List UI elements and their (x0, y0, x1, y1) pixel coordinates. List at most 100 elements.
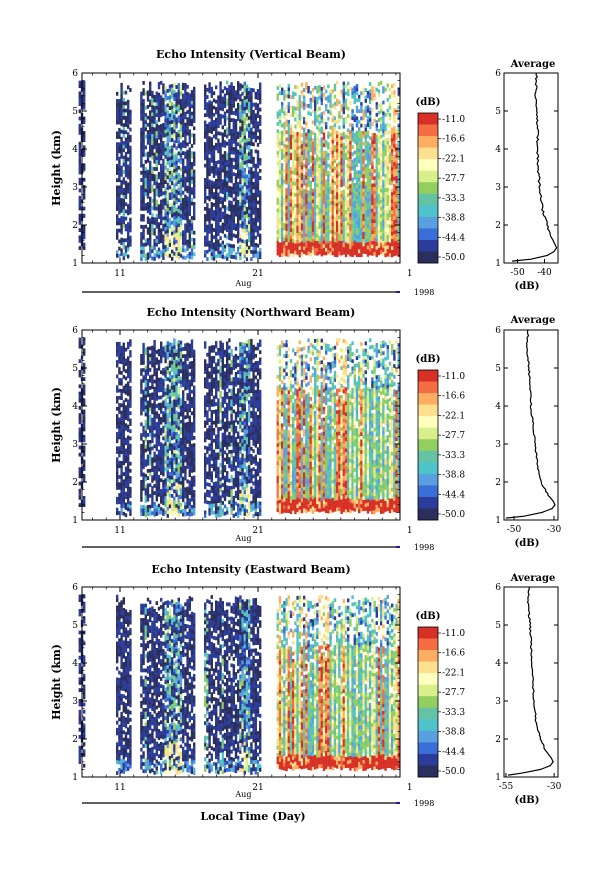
heatmap-cell (320, 249, 323, 253)
heatmap-cell (171, 195, 174, 200)
heatmap-cell (226, 102, 229, 106)
heatmap-cell (122, 443, 125, 448)
heatmap-cell (153, 134, 156, 139)
heatmap-cell (388, 242, 392, 247)
heatmap-cell (144, 206, 147, 211)
heatmap-cell (116, 171, 119, 175)
heatmap-cell (226, 195, 229, 200)
heatmap-cell (243, 204, 246, 208)
heatmap-cell (124, 90, 128, 95)
heatmap-cell (116, 189, 119, 193)
heatmap-cell (215, 189, 218, 194)
heatmap-cell (296, 243, 299, 248)
heatmap-cell (393, 90, 396, 95)
heatmap-cell (193, 97, 196, 102)
heatmap-cell (283, 197, 286, 202)
heatmap-cell (248, 227, 251, 232)
heatmap-cell (140, 192, 143, 197)
heatmap-cell (331, 165, 334, 169)
heatmap-cell (303, 145, 306, 150)
heatmap-cell (177, 90, 180, 95)
heatmap-cell (340, 226, 343, 231)
heatmap-cell (360, 116, 363, 121)
heatmap-cell (338, 143, 341, 148)
heatmap-cell (146, 122, 150, 127)
heatmap-cell (124, 448, 128, 453)
heatmap-cell (314, 168, 317, 173)
heatmap-cell (336, 102, 339, 106)
heatmap-cell (287, 145, 290, 149)
heatmap-cell (127, 132, 130, 136)
heatmap-cell (179, 124, 183, 129)
heatmap-cell (153, 105, 156, 110)
heatmap-cell (124, 223, 128, 228)
heatmap-cell (362, 206, 365, 211)
heatmap-cell (252, 182, 255, 186)
heatmap-cell (358, 98, 361, 103)
heatmap-cell (175, 254, 178, 259)
heatmap-cell (287, 163, 290, 167)
heatmap-cell (241, 106, 244, 110)
heatmap-cell (206, 145, 209, 150)
heatmap-cell (320, 202, 323, 206)
heatmap-cell (250, 192, 253, 197)
heatmap-cell (364, 167, 367, 172)
heatmap-cell (344, 167, 348, 171)
heatmap-cell (226, 228, 229, 232)
heatmap-cell (364, 214, 367, 218)
heatmap-cell (259, 255, 262, 260)
heatmap-cell (336, 246, 339, 250)
heatmap-cell (232, 211, 235, 216)
heatmap-cell (250, 88, 253, 92)
heatmap-cell (252, 243, 255, 247)
heatmap-cell (371, 140, 374, 145)
heatmap-cell (168, 192, 172, 197)
heatmap-cell (208, 111, 211, 115)
heatmap-cell (329, 204, 332, 209)
heatmap-cell (377, 89, 381, 94)
heatmap-cell (129, 152, 132, 157)
heatmap-cell (243, 135, 246, 140)
heatmap-cell (188, 104, 191, 108)
heatmap-cell (166, 132, 169, 136)
heatmap-cell (380, 116, 383, 121)
heatmap-cell (393, 137, 396, 141)
heatmap-cell (223, 219, 227, 224)
heatmap-cell (281, 217, 284, 221)
heatmap-cell (259, 197, 262, 202)
heatmap-cell (228, 139, 231, 143)
heatmap-cell (243, 218, 246, 223)
heatmap-cell (283, 89, 286, 94)
heatmap-cell (355, 188, 359, 193)
heatmap-cell (353, 229, 356, 234)
heatmap-cell (314, 150, 317, 155)
heatmap-cell (369, 96, 372, 101)
heatmap-cell (252, 120, 255, 125)
heatmap-cell (232, 147, 235, 151)
heatmap-cell (175, 178, 178, 183)
heatmap-cell (221, 183, 224, 187)
heatmap-cell (342, 218, 345, 223)
heatmap-cell (221, 139, 224, 144)
heatmap-cell (204, 181, 207, 186)
heatmap-cell (386, 177, 389, 181)
heatmap-cell (276, 248, 279, 252)
heatmap-cell (307, 136, 310, 141)
heatmap-cell (285, 148, 288, 153)
heatmap-cell (333, 195, 337, 200)
heatmap-cell (168, 232, 172, 236)
heatmap-cell (353, 215, 356, 220)
heatmap-cell (173, 133, 176, 137)
heatmap-cell (210, 223, 213, 228)
heatmap-cell (340, 93, 343, 98)
heatmap-cell (144, 105, 147, 110)
heatmap-cell (223, 154, 227, 159)
heatmap-cell (118, 464, 121, 469)
heatmap-cell (206, 113, 209, 117)
heatmap-cell (276, 122, 279, 126)
heatmap-cell (292, 159, 295, 164)
heatmap-cell (292, 174, 295, 179)
heatmap-cell (329, 222, 332, 227)
heatmap-cell (78, 370, 81, 374)
heatmap-cell (243, 96, 246, 100)
